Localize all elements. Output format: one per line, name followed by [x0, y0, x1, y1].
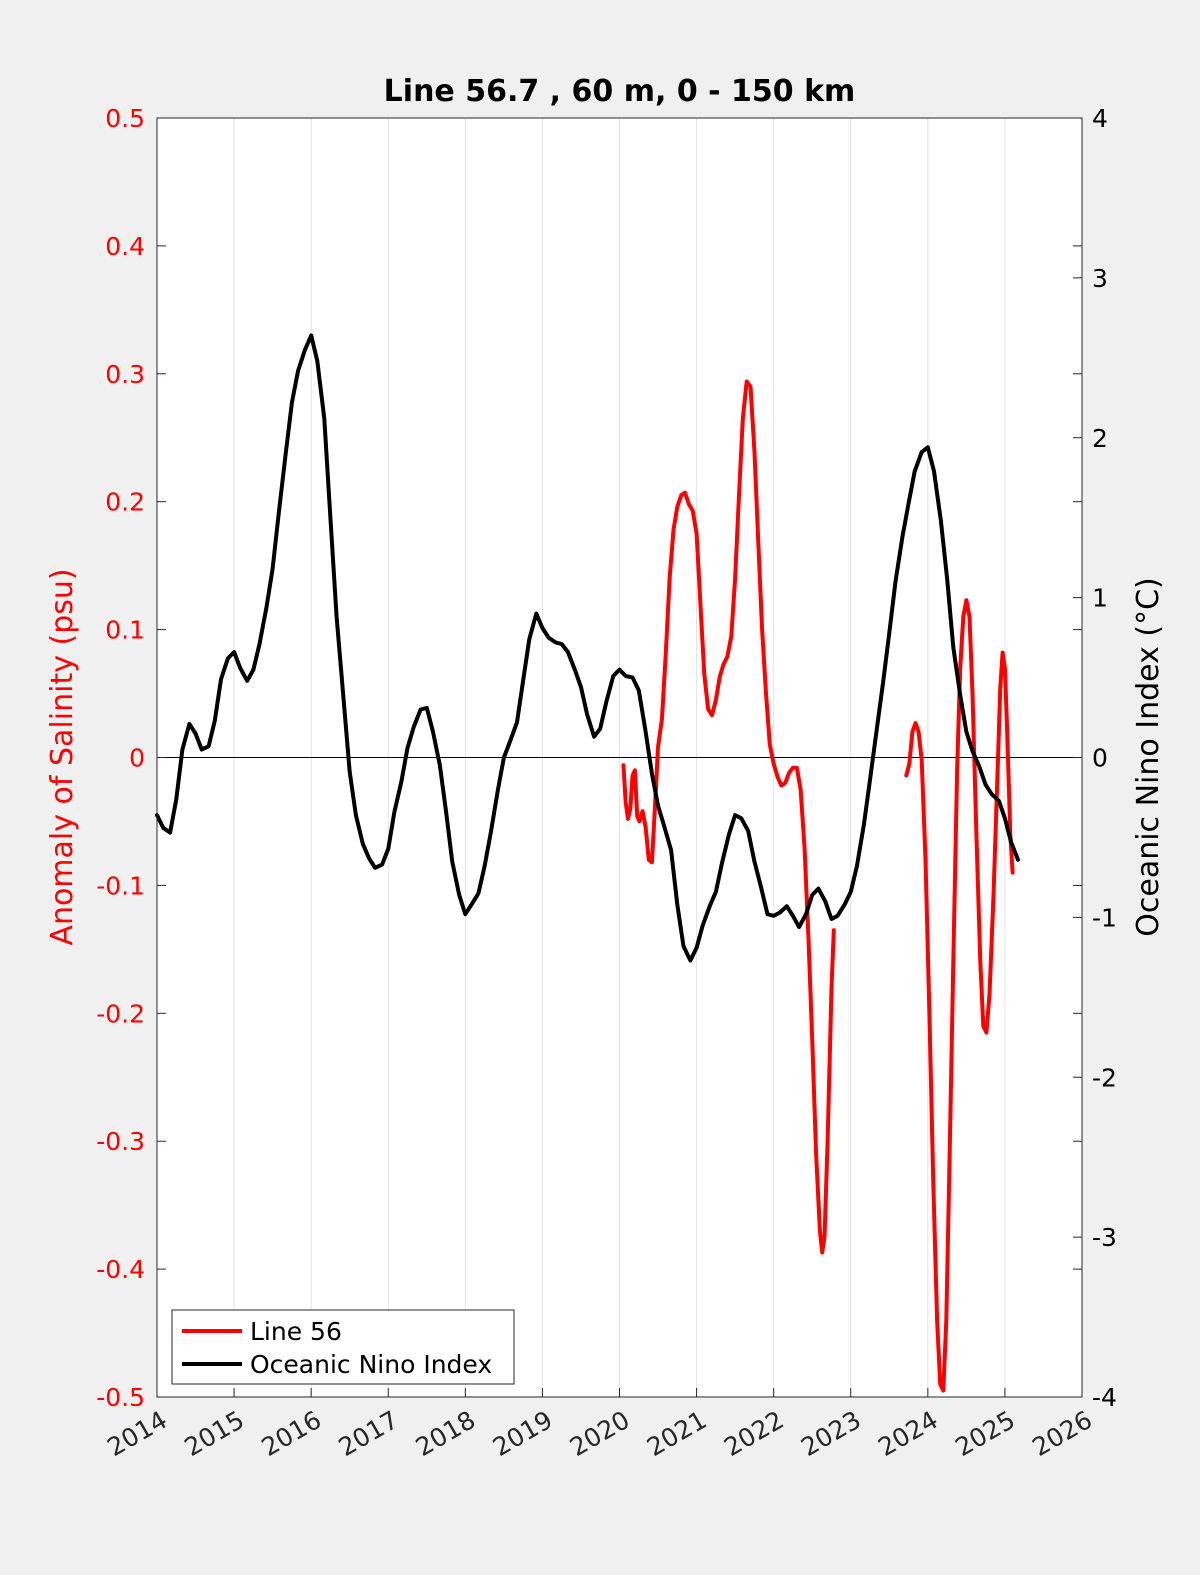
right-tick-label: 0 [1092, 744, 1108, 773]
left-tick-label: 0.3 [105, 360, 145, 389]
left-tick-label: 0.2 [105, 488, 145, 517]
x-tick-label: 2019 [488, 1405, 558, 1462]
x-tick-label: 2025 [950, 1405, 1020, 1462]
right-tick-label: -4 [1092, 1383, 1117, 1412]
x-tick-label: 2021 [642, 1405, 712, 1462]
x-tick-label: 2020 [565, 1405, 635, 1462]
series-line-line-56 [904, 598, 1015, 1393]
left-y-axis: 0.5 0.4 0.3 0.2 0.1 0 -0.1 -0.2 -0.3 -0.4 -0.5 [96, 104, 1082, 1412]
x-tick-label: 2024 [873, 1405, 943, 1462]
right-y-axis: 4 3 2 1 0 -1 -2 -3 -4 [1073, 104, 1117, 1412]
x-tick-label: 2015 [179, 1405, 249, 1462]
x-axis: 2014 2015 2016 2017 2018 2019 2020 2021 2022 2023… [102, 1388, 1097, 1462]
right-tick-label: -1 [1092, 903, 1117, 932]
legend: Line 56 Oceanic Nino Index [171, 1309, 515, 1385]
right-tick-label: 4 [1092, 104, 1108, 133]
left-tick-label: -0.3 [96, 1127, 145, 1156]
chart-title: Line 56.7 , 60 m, 0 - 150 km [384, 74, 856, 109]
left-tick-label: -0.1 [96, 871, 145, 900]
x-tick-label: 2023 [796, 1405, 866, 1462]
legend-box [171, 1309, 515, 1385]
x-tick-label: 2017 [334, 1405, 404, 1462]
series-line-oceanic-nino-index [155, 333, 1020, 963]
right-tick-label: -3 [1092, 1223, 1117, 1252]
right-tick-label: 2 [1092, 424, 1108, 453]
right-tick-label: -2 [1092, 1063, 1117, 1092]
left-tick-label: 0.4 [105, 232, 145, 261]
series-line-line-56 [621, 379, 836, 1255]
x-tick-label: 2026 [1027, 1405, 1097, 1462]
left-tick-label: 0 [129, 744, 145, 773]
legend-label-oni: Oceanic Nino Index [250, 1350, 492, 1379]
left-tick-label: -0.2 [96, 999, 145, 1028]
right-tick-label: 3 [1092, 264, 1108, 293]
x-tick-label: 2022 [719, 1405, 789, 1462]
left-tick-label: 0.1 [105, 616, 145, 645]
right-tick-label: 1 [1092, 584, 1108, 613]
left-axis-label: Anomaly of Salinity (psu) [45, 568, 80, 945]
x-tick-label: 2018 [411, 1405, 481, 1462]
x-tick-label: 2014 [102, 1405, 172, 1462]
series-layer [155, 333, 1020, 1393]
left-tick-label: -0.5 [96, 1383, 145, 1412]
left-tick-label: 0.5 [105, 104, 145, 133]
left-tick-label: -0.4 [96, 1255, 145, 1284]
x-tick-label: 2016 [257, 1405, 327, 1462]
right-axis-label: Oceanic Nino Index (°C) [1131, 577, 1166, 937]
legend-label-line-56: Line 56 [250, 1317, 342, 1346]
